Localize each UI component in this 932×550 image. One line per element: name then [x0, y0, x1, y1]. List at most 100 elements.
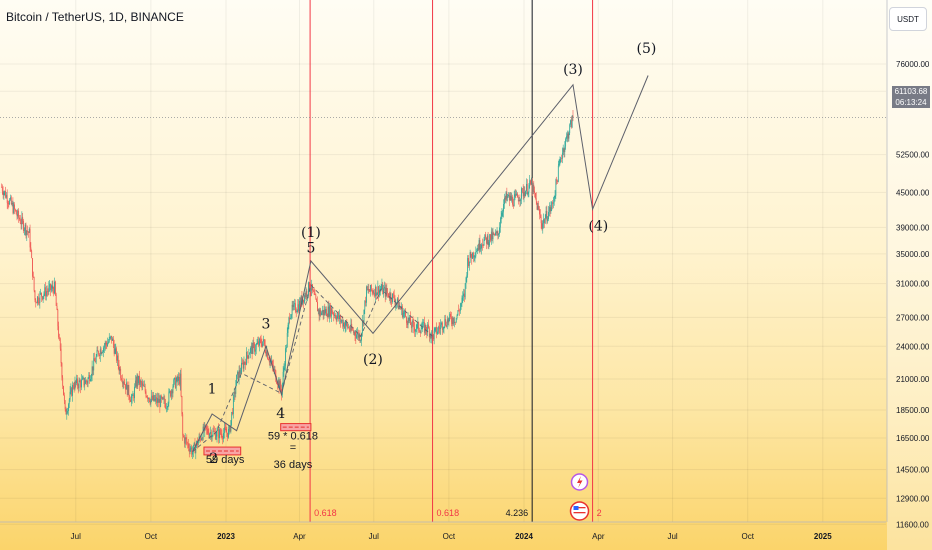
candle-body — [321, 312, 322, 315]
candle-body — [531, 180, 533, 192]
candle-body — [303, 299, 304, 303]
candle-body — [561, 158, 562, 159]
candle-body — [237, 371, 238, 375]
time-tick-label: Apr — [293, 532, 306, 541]
flag-stripe — [573, 514, 586, 516]
candle-body — [269, 360, 271, 363]
candle-body — [343, 322, 344, 327]
candle-body — [38, 302, 40, 303]
candle-body — [37, 296, 38, 304]
wave-projection-line[interactable] — [192, 75, 649, 452]
candle-body — [153, 395, 155, 401]
candle-body — [16, 214, 18, 217]
candle-body — [295, 311, 297, 313]
candle-body — [472, 252, 473, 259]
candle-body — [97, 350, 99, 352]
candle-body — [28, 228, 30, 233]
candle-body — [208, 433, 210, 437]
candle-body — [423, 322, 425, 333]
price-tick-label: 35000.00 — [896, 250, 930, 259]
candle-body — [327, 306, 329, 317]
candle-body — [330, 308, 332, 317]
candle-body — [260, 339, 262, 345]
candle-body — [480, 248, 482, 250]
annotation-text: = — [290, 442, 296, 454]
candle-body — [239, 370, 241, 374]
candle-body — [261, 344, 263, 347]
candle-body — [262, 341, 264, 347]
event-markers[interactable] — [569, 473, 590, 521]
candle-body — [122, 382, 124, 384]
candle-body — [432, 334, 434, 340]
candle-body — [498, 233, 500, 235]
candle-body — [51, 285, 53, 289]
time-axis[interactable]: Jul Oct 2023 Apr Jul Oct 2024 Apr Jul Oct 2025 — [0, 521, 886, 541]
candle-body — [532, 184, 534, 192]
candle-body — [299, 300, 300, 311]
wave-label: 5 — [306, 240, 315, 256]
price-axis[interactable]: 76000.0068000.0052500.0045000.0039000.00… — [886, 0, 932, 550]
candle-body — [482, 245, 484, 247]
candle-body — [81, 379, 82, 388]
candle-body — [185, 437, 187, 440]
candle-body — [526, 183, 528, 195]
price-tick-label: 27000.00 — [896, 313, 930, 322]
candle-body — [339, 315, 340, 320]
candle-body — [521, 188, 522, 199]
candle-body — [244, 361, 246, 363]
candle-body — [302, 299, 304, 305]
candle-body — [258, 341, 260, 346]
candle-body — [47, 291, 49, 292]
candle-body — [300, 296, 302, 306]
candle-body — [419, 330, 420, 332]
candle-body — [90, 378, 91, 382]
candle-body — [538, 205, 540, 210]
candle-body — [253, 342, 255, 344]
candle-body — [163, 398, 165, 400]
currency-button[interactable]: USDT — [889, 7, 927, 31]
candle-body — [188, 447, 190, 452]
candle-body — [167, 403, 169, 408]
candle-body — [104, 342, 106, 347]
candle-body — [512, 196, 513, 205]
candle-body — [174, 377, 175, 380]
candle-body — [46, 291, 48, 292]
candle-body — [1, 186, 2, 188]
candle-body — [41, 296, 43, 300]
candle-body — [272, 360, 273, 366]
candle-body — [475, 252, 477, 257]
candle-body — [91, 366, 93, 376]
candle-body — [464, 283, 466, 298]
candle-body — [477, 248, 478, 252]
candle-body — [267, 351, 269, 360]
candle-body — [57, 309, 59, 327]
candle-body — [25, 224, 27, 235]
time-box[interactable] — [203, 446, 242, 456]
candle-body — [365, 300, 367, 303]
candle-body — [483, 239, 485, 246]
candle-body — [524, 192, 526, 197]
candle-body — [472, 252, 474, 258]
candle-body — [335, 318, 337, 321]
candle-body — [459, 310, 460, 312]
candle-body — [241, 362, 243, 364]
candle-body — [447, 319, 449, 323]
candle-body — [60, 348, 62, 364]
us-flag-event-icon[interactable] — [569, 501, 590, 521]
candle-body — [330, 305, 331, 317]
candle-body — [430, 333, 432, 338]
subwave-dashed-line[interactable] — [192, 284, 433, 453]
candle-body — [318, 309, 320, 316]
candle-body — [10, 197, 11, 200]
candle-body — [210, 432, 211, 434]
candle-body — [165, 403, 166, 409]
candle-body — [19, 217, 20, 220]
candle-body — [254, 349, 256, 352]
candle-body — [543, 219, 544, 224]
candle-body — [206, 429, 208, 430]
candle-body — [223, 433, 224, 439]
candle-body — [561, 153, 563, 159]
candle-body — [273, 369, 275, 370]
candle-body — [190, 447, 192, 450]
